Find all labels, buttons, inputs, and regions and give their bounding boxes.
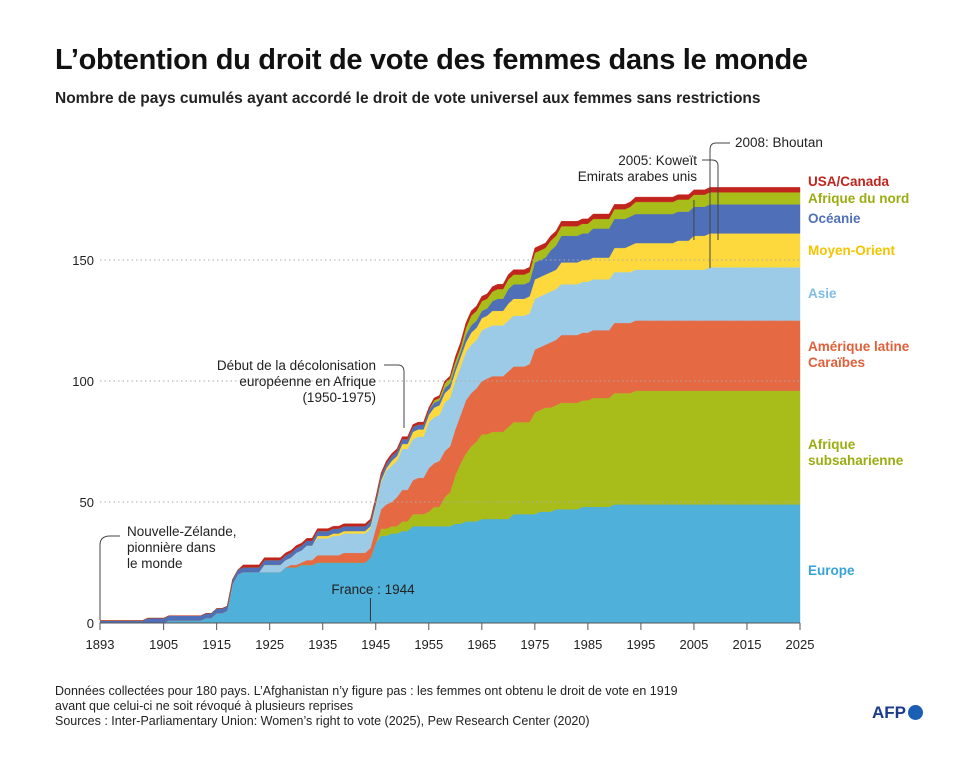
x-tick-label: 2005: [679, 637, 708, 652]
x-tick-label: 1925: [255, 637, 284, 652]
x-tick-label: 2015: [733, 637, 762, 652]
series-label: Caraïbes: [808, 355, 865, 370]
annotation-text: européenne en Afrique: [239, 374, 376, 389]
x-tick-label: 1985: [573, 637, 602, 652]
x-tick-label: 1893: [86, 637, 115, 652]
afp-logo: AFP: [872, 703, 923, 723]
x-tick-label: 1945: [361, 637, 390, 652]
annotation-text: Nouvelle-Zélande,: [127, 524, 237, 539]
annotation-text: Emirats arabes unis: [578, 169, 698, 184]
annotation-text: Début de la décolonisation: [217, 358, 376, 373]
chart-subtitle: Nombre de pays cumulés ayant accordé le …: [55, 90, 761, 107]
series-label: Océanie: [808, 211, 861, 226]
annotation-text: France : 1944: [331, 582, 415, 597]
series-label: USA/Canada: [808, 174, 890, 189]
chart-title: L’obtention du droit de vote des femmes …: [55, 44, 808, 76]
annotation-text: le monde: [127, 556, 183, 571]
series-label: Asie: [808, 286, 837, 301]
x-tick-label: 1955: [414, 637, 443, 652]
series-label: Afrique du nord: [808, 191, 909, 206]
series-label: Moyen-Orient: [808, 243, 896, 258]
y-tick-label: 0: [87, 616, 94, 631]
x-tick-label: 1935: [308, 637, 337, 652]
series-label: subsaharienne: [808, 453, 904, 468]
x-tick-label: 1905: [149, 637, 178, 652]
annotation-leader: [702, 159, 719, 240]
series-label: Europe: [808, 563, 855, 578]
x-tick-label: 1965: [467, 637, 496, 652]
annotation-leader: [384, 364, 405, 428]
x-tick-label: 1995: [626, 637, 655, 652]
sources: Sources : Inter-Parliamentary Union: Wom…: [55, 714, 590, 728]
annotation-text: (1950-1975): [302, 390, 376, 405]
y-tick-label: 150: [72, 253, 94, 268]
footnote-2: avant que celui-ci ne soit révoqué à plu…: [55, 699, 354, 713]
annotation-text: 2008: Bhoutan: [735, 135, 823, 150]
x-tick-label: 1975: [520, 637, 549, 652]
annotation-text: pionnière dans: [127, 540, 216, 555]
annotation-text: 2005: Koweït: [618, 153, 697, 168]
x-tick-label: 2025: [786, 637, 815, 652]
series-label: Amérique latine: [808, 339, 910, 354]
y-tick-label: 50: [80, 495, 94, 510]
area-usa-canada: [100, 187, 801, 621]
y-tick-label: 100: [72, 374, 94, 389]
footnote-1: Données collectées pour 180 pays. L’Afgh…: [55, 684, 678, 698]
x-tick-label: 1915: [202, 637, 231, 652]
annotation-leader: [709, 142, 730, 268]
series-label: Afrique: [808, 437, 856, 452]
annotation-leader: [99, 535, 120, 620]
